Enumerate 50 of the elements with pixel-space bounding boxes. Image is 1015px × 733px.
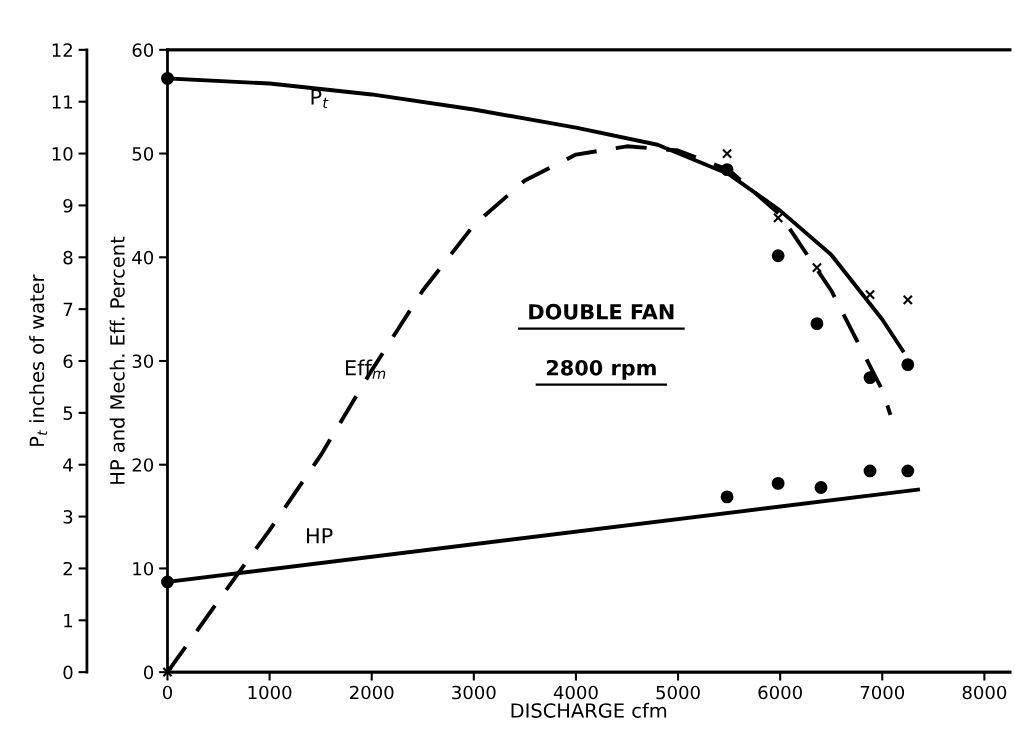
y-tick-label: 12	[52, 43, 72, 57]
point	[771, 476, 785, 490]
point	[863, 464, 877, 478]
annotation: 2800 rpm	[546, 359, 656, 380]
point	[721, 148, 733, 159]
y2-tick-label: 0	[143, 665, 154, 680]
point	[161, 575, 174, 589]
y-tick-label: 9	[63, 198, 73, 213]
x-tick-label: 5000	[656, 685, 700, 700]
y-axis-title: P$_{t}$ inches of water	[29, 274, 48, 446]
annotation: HP	[307, 528, 333, 544]
x-tick-label: 0	[162, 685, 173, 700]
y-tick-label: 10	[52, 147, 73, 161]
point	[720, 490, 734, 504]
x-tick-label: 3000	[452, 685, 496, 700]
point	[864, 289, 876, 300]
y-tick-label: 8	[63, 250, 73, 265]
x-tick-label: 8000	[962, 685, 1007, 700]
point	[810, 317, 824, 331]
x-axis-title: DISCHARGE cfm	[511, 702, 667, 718]
point	[901, 464, 915, 478]
y2-tick-label: 60	[132, 43, 154, 57]
y-tick-label: 1	[64, 614, 73, 628]
point	[902, 294, 913, 305]
y2-tick-label: 40	[132, 250, 154, 265]
y2-tick-label: 30	[132, 354, 154, 369]
y2-tick-label: 20	[132, 458, 154, 472]
y2-tick-label: 10	[133, 561, 154, 576]
x-tick-label: 6000	[758, 685, 802, 700]
x-tick-label: 1000	[248, 685, 292, 700]
y-tick-label: 4	[63, 458, 73, 472]
y-tick-label: 5	[63, 406, 73, 420]
point	[814, 481, 828, 494]
x-tick-label: 7000	[860, 685, 905, 700]
annotation: Eff$_{m}$	[346, 359, 386, 379]
point	[772, 212, 784, 224]
y-tick-label: 11	[52, 95, 73, 109]
y-tick-label: 3	[63, 510, 73, 524]
x-tick-label: 2000	[350, 685, 394, 700]
point	[811, 262, 823, 273]
y2-axis-title: HP and Mech. Eff. Percent	[109, 236, 125, 484]
y-tick-label: 0	[63, 665, 73, 680]
y-tick-label: 6	[63, 354, 73, 369]
point	[771, 249, 785, 263]
y-tick-label: 2	[63, 561, 72, 576]
point	[901, 358, 915, 372]
y2-tick-label: 50	[132, 147, 154, 161]
x-tick-label: 4000	[553, 685, 598, 700]
annotation: DOUBLE FAN	[529, 303, 674, 320]
y-tick-label: 7	[63, 302, 73, 316]
